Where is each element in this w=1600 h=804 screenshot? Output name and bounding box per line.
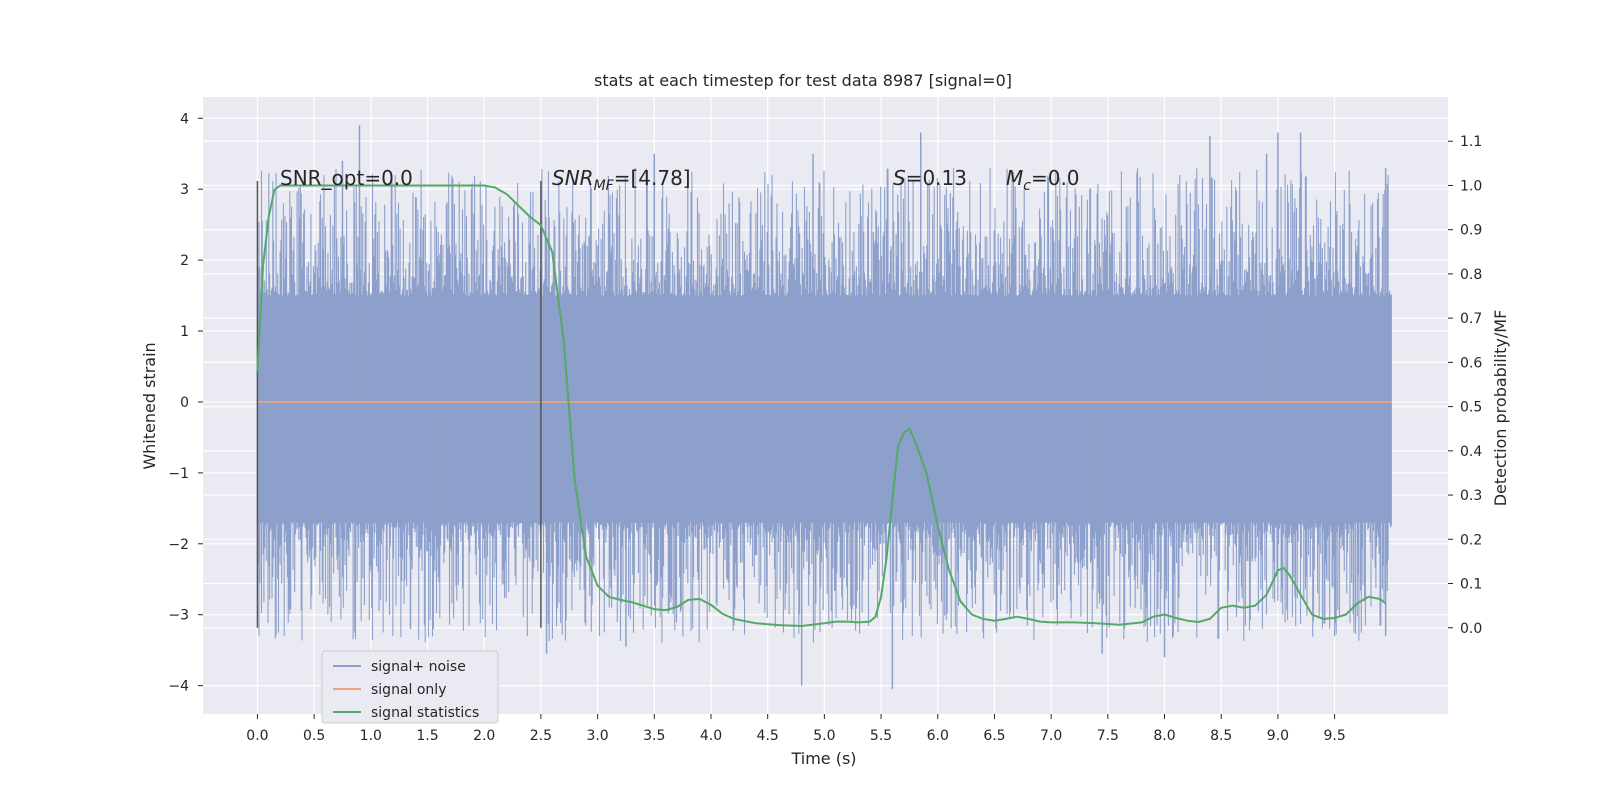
x-tick-label: 7.5: [1097, 728, 1119, 744]
y2-tick-label: 0.9: [1460, 223, 1482, 239]
x-tick-label: 7.0: [1040, 728, 1062, 744]
y-tick-label: −1: [168, 466, 189, 482]
y2-axis-label: Detection probability/MF: [1491, 310, 1510, 507]
annotation-snr-mf-main: SNR: [552, 166, 594, 190]
x-tick-label: 2.5: [530, 728, 552, 744]
chart-title: stats at each timestep for test data 898…: [594, 71, 1012, 90]
y-axis-label: Whitened strain: [140, 342, 159, 469]
y-tick-label: −2: [168, 537, 189, 553]
annotation-s: S=0.13: [893, 166, 967, 190]
x-tick-label: 6.0: [927, 728, 949, 744]
x-tick-label: 3.0: [586, 728, 608, 744]
y2-tick-label: 0.0: [1460, 621, 1482, 637]
x-tick-label: 1.5: [416, 728, 438, 744]
annotation-s-val: =0.13: [906, 166, 967, 190]
y-tick-label: 4: [180, 111, 189, 127]
x-tick-label: 9.5: [1323, 728, 1345, 744]
y-tick-label: 3: [180, 182, 189, 198]
annotation-mc: Mc=0.0: [1006, 166, 1080, 194]
legend-label: signal statistics: [371, 705, 479, 721]
x-axis-ticks: 0.0 0.5 1.0 1.5 2.0 2.5 3.0 3.5 4.0 4.5 5.0 5.5 6.0 6…: [246, 714, 1346, 744]
y-tick-label: 2: [180, 253, 189, 269]
y-tick-label: 1: [180, 324, 189, 340]
x-tick-label: 0.0: [246, 728, 268, 744]
x-tick-label: 1.0: [360, 728, 382, 744]
signal-statistics-line: [256, 184, 1387, 627]
y-tick-label: −3: [168, 608, 189, 624]
legend-box: [321, 650, 499, 724]
x-tick-label: 9.0: [1267, 728, 1289, 744]
series-signal-plus-noise: [256, 125, 1392, 690]
legend: signal+ noise signal only signal statistic…: [321, 650, 499, 724]
y2-tick-label: 0.5: [1460, 400, 1482, 416]
annotation-snr-mf-val: =[4.78]: [614, 166, 691, 190]
y2-tick-label: 0.4: [1460, 444, 1482, 460]
annotation-mc-sub: c: [1023, 178, 1031, 194]
y-axis-ticks: 4 3 2 1 0 −1 −2 −3 −4: [168, 111, 203, 695]
annotation-snr-mf-sub: MF: [594, 178, 615, 194]
y2-tick-label: 1.0: [1460, 178, 1482, 194]
annotation-mc-val: =0.0: [1031, 166, 1080, 190]
x-tick-label: 4.0: [700, 728, 722, 744]
y2-tick-label: 0.8: [1460, 267, 1482, 283]
annotation-snr-mf: SNRMF=[4.78]: [552, 166, 691, 194]
y2-tick-label: 0.7: [1460, 311, 1482, 327]
y-tick-label: −4: [168, 679, 189, 695]
annotation-s-main: S: [893, 166, 906, 190]
x-tick-label: 2.0: [473, 728, 495, 744]
x-tick-label: 8.0: [1153, 728, 1175, 744]
annotation-mc-main: M: [1006, 166, 1023, 190]
y2-tick-label: 0.3: [1460, 488, 1482, 504]
legend-label: signal+ noise: [371, 659, 466, 675]
x-tick-label: 5.5: [870, 728, 892, 744]
x-tick-label: 6.5: [983, 728, 1005, 744]
series-signal-statistics: [256, 184, 1387, 627]
y2-axis-ticks: 1.1 1.0 0.9 0.8 0.7 0.6 0.5 0.4 0.3 0.2 0.1 0.0: [1448, 134, 1482, 637]
y2-tick-label: 0.6: [1460, 355, 1482, 371]
annotation-snr-opt: SNR_opt=0.0: [280, 166, 413, 190]
y2-tick-label: 0.1: [1460, 577, 1482, 593]
y2-tick-label: 0.2: [1460, 532, 1482, 548]
x-axis-label: Time (s): [790, 749, 856, 768]
annotations: SNR_opt=0.0 SNRMF=[4.78] S=0.13 Mc=0.0: [280, 166, 1080, 194]
x-tick-label: 8.5: [1210, 728, 1232, 744]
y2-tick-label: 1.1: [1460, 134, 1482, 150]
x-tick-label: 5.0: [813, 728, 835, 744]
legend-items: signal+ noise signal only signal statistic…: [333, 659, 479, 721]
x-tick-label: 4.5: [757, 728, 779, 744]
x-tick-label: 3.5: [643, 728, 665, 744]
vertical-markers: [256, 181, 542, 628]
x-tick-label: 0.5: [303, 728, 325, 744]
legend-label: signal only: [371, 682, 446, 698]
y-tick-label: 0: [180, 395, 189, 411]
